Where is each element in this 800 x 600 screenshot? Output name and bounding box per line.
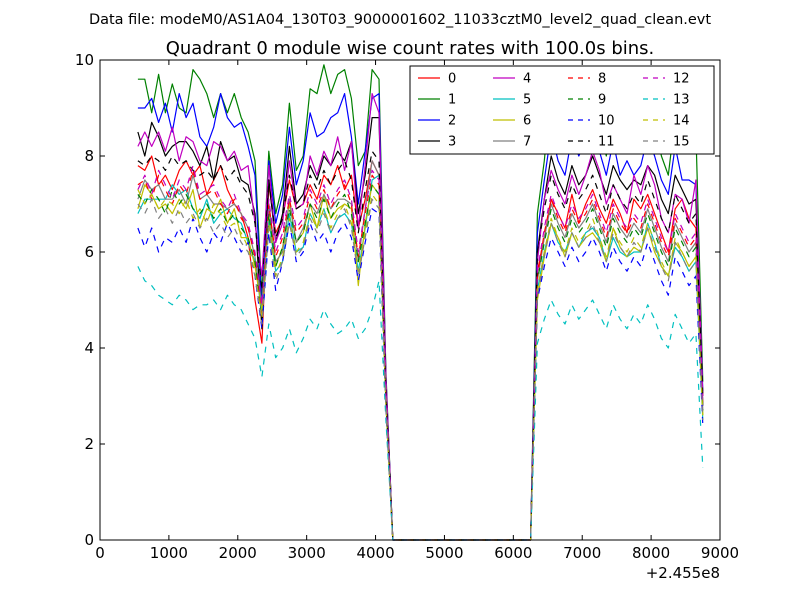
series-line-15 xyxy=(137,198,704,541)
x-tick-label: 8000 xyxy=(632,544,670,562)
legend-label-13: 13 xyxy=(673,93,690,108)
series-line-2 xyxy=(137,92,704,541)
legend-label-11: 11 xyxy=(598,135,615,150)
x-tick-label: 6000 xyxy=(494,544,532,562)
x-tick-label: 4000 xyxy=(356,544,394,562)
y-tick-label: 8 xyxy=(84,147,94,165)
legend-label-1: 1 xyxy=(448,93,456,108)
series-line-13 xyxy=(137,266,704,541)
legend-label-8: 8 xyxy=(598,72,606,87)
y-tick-label: 10 xyxy=(75,51,94,69)
x-tick-label: 3000 xyxy=(288,544,326,562)
y-tick-label: 0 xyxy=(84,531,94,549)
legend-label-6: 6 xyxy=(523,114,531,129)
legend-frame xyxy=(409,65,715,155)
legend-label-15: 15 xyxy=(673,135,690,150)
series-line-4 xyxy=(137,92,704,541)
legend-label-10: 10 xyxy=(598,114,615,129)
chart-title: Quadrant 0 module wise count rates with … xyxy=(166,38,655,59)
plot-frame xyxy=(99,59,721,541)
x-tick-label: 7000 xyxy=(563,544,601,562)
legend-label-4: 4 xyxy=(523,72,531,87)
legend-label-2: 2 xyxy=(448,114,456,129)
x-tick-label: 5000 xyxy=(425,544,463,562)
series-line-11 xyxy=(137,150,704,541)
series-line-10 xyxy=(137,208,704,541)
legend-label-0: 0 xyxy=(448,72,456,87)
x-tick-label: 0 xyxy=(95,544,105,562)
series-line-8 xyxy=(137,169,704,541)
y-tick-label: 6 xyxy=(84,243,94,261)
x-tick-label: 2000 xyxy=(219,544,257,562)
axis-layer: 0 1000 2000 3000 4000 5000 6000 7000 8000 9000 0 2 4… xyxy=(75,51,739,562)
legend-label-5: 5 xyxy=(523,93,531,108)
legend-label-7: 7 xyxy=(523,135,531,150)
x-tick-label: 9000 xyxy=(701,544,739,562)
series-line-12 xyxy=(137,165,704,541)
series-line-9 xyxy=(137,184,704,541)
legend-label-3: 3 xyxy=(448,135,456,150)
legend-label-14: 14 xyxy=(673,114,690,129)
x-tick-label: 1000 xyxy=(150,544,188,562)
y-tick-label: 4 xyxy=(84,339,94,357)
x-offset-label: +2.455e8 xyxy=(646,564,720,582)
y-tick-label: 2 xyxy=(84,435,94,453)
series-line-3 xyxy=(137,116,704,541)
figure-suptitle: Data file: modeM0/AS1A04_130T03_90000016… xyxy=(89,12,711,28)
legend-label-12: 12 xyxy=(673,72,690,87)
legend-label-9: 9 xyxy=(598,93,606,108)
